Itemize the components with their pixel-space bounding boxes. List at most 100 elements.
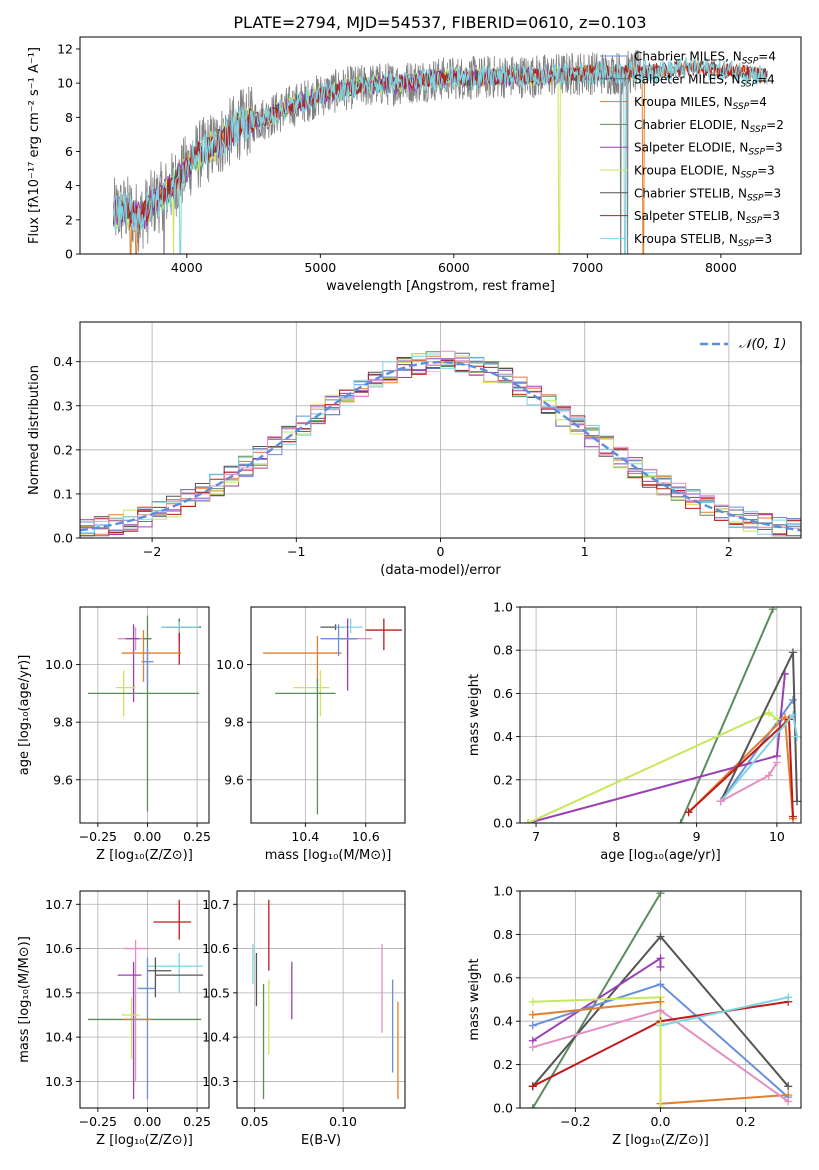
weight-marker — [656, 997, 665, 1006]
panel-mass_vs_EBV: 0.05 0.10 10.3 10.4 10.5 10.6 10.7 E(B-V) — [202, 890, 406, 1148]
plot-area — [252, 899, 399, 1100]
y-tick-label: 9.6 — [224, 772, 244, 787]
plot-area — [87, 615, 202, 812]
y-tick-label: 12 — [57, 41, 73, 56]
x-tick-label: 0 — [437, 544, 445, 559]
x-tick-label: 0.25 — [183, 829, 211, 844]
x-tick-label: 0.2 — [736, 1114, 756, 1129]
weight-marker — [792, 732, 801, 741]
weight-marker — [528, 997, 537, 1006]
weight-line-kroupa_stelib — [660, 996, 789, 1027]
legend: Chabrier MILES, NSSP=4 Salpeter MILES, NS… — [600, 50, 784, 249]
y-tick-label: 0.4 — [53, 354, 73, 369]
y-tick-label: 10.3 — [202, 1074, 230, 1089]
x-tick-label: 0.10 — [329, 1114, 357, 1129]
legend-label: 𝒩(0, 1) — [739, 337, 786, 352]
x-tick-label: 8 — [612, 829, 620, 844]
weight-marker — [528, 1043, 537, 1052]
legend-label: Salpeter STELIB, NSSP=3 — [634, 209, 780, 226]
x-tick-label: −1 — [287, 544, 305, 559]
weight-marker — [656, 954, 665, 963]
legend-label: Chabrier ELODIE, NSSP=2 — [634, 118, 784, 135]
figure-title: PLATE=2794, MJD=54537, FIBERID=0610, z=0… — [233, 13, 646, 32]
x-tick-label: 7000 — [571, 260, 603, 275]
x-tick-label: −0.2 — [560, 1114, 590, 1129]
weight-marker — [656, 962, 665, 971]
plot-area — [80, 350, 801, 537]
weight-marker — [764, 708, 773, 717]
x-tick-label: 8000 — [705, 260, 737, 275]
x-axis-label: E(B-V) — [301, 1133, 341, 1148]
legend-label: Kroupa MILES, NSSP=4 — [634, 95, 767, 112]
x-axis-label: Z [log₁₀(Z/Z⊙)] — [612, 1133, 709, 1148]
y-tick-label: 10.7 — [45, 897, 73, 912]
y-tick-label: 0.0 — [493, 816, 513, 831]
plot-area — [87, 899, 204, 1100]
y-axis-label: Flux [fλ10⁻¹⁷ erg cm⁻² s⁻¹ A⁻¹] — [27, 47, 42, 244]
y-tick-label: 10.7 — [202, 897, 230, 912]
y-tick-label: 8 — [65, 110, 73, 125]
x-tick-label: 10.6 — [352, 829, 380, 844]
y-tick-label: 0.1 — [53, 486, 73, 501]
y-tick-label: 0.0 — [493, 1101, 513, 1116]
weight-marker — [656, 1104, 665, 1108]
y-tick-label: 10.4 — [45, 1030, 73, 1045]
gaussian-curve — [80, 360, 801, 532]
legend-label: Chabrier STELIB, NSSP=3 — [634, 186, 781, 203]
y-tick-label: 0 — [65, 247, 73, 262]
y-tick-label: 10.5 — [45, 985, 73, 1000]
y-tick-label: 0.8 — [493, 643, 513, 658]
weight-line-chabrier_elodie — [679, 608, 774, 823]
x-tick-label: 7 — [532, 829, 540, 844]
panel-weight_vs_age: 7 8 9 10 0.0 0.2 0.4 0.6 0.8 1.0 age [log₁₀(age/yr… — [467, 600, 802, 863]
x-tick-label: 0.0 — [651, 1114, 671, 1129]
y-tick-label: 10.0 — [45, 657, 73, 672]
x-tick-label: 0.00 — [134, 1114, 162, 1129]
panel-spectrum: 4000 5000 6000 7000 8000 0 2 4 6 8 10 12 wavelength … — [27, 36, 802, 294]
y-axis-label: mass weight — [467, 674, 482, 756]
x-tick-label: 6000 — [438, 260, 470, 275]
weight-marker — [676, 819, 685, 823]
panel-residuals: −2 −1 0 1 2 0.0 0.1 0.2 0.3 0.4 (data-model)/error… — [27, 321, 802, 578]
x-tick-label: −2 — [143, 544, 161, 559]
y-axis-label: mass weight — [467, 958, 482, 1040]
weight-marker — [784, 1082, 793, 1091]
weight-marker — [792, 797, 801, 806]
weight-line-chabrier_miles — [719, 699, 794, 802]
y-tick-label: 0.6 — [493, 686, 513, 701]
plot-area — [524, 607, 801, 823]
weight-marker — [656, 980, 665, 989]
y-tick-label: 9.8 — [53, 715, 73, 730]
legend-label: Salpeter MILES, NSSP=4 — [634, 72, 775, 89]
plot-area — [528, 891, 793, 1108]
weight-marker — [772, 715, 781, 724]
y-tick-label: 10.0 — [216, 657, 244, 672]
y-tick-label: 10.3 — [45, 1074, 73, 1089]
panel-weight_vs_Z: −0.2 0.0 0.2 0.0 0.2 0.4 0.6 0.8 1.0 Z [log₁₀(Z/Z… — [467, 884, 802, 1148]
x-tick-label: 0.05 — [241, 1114, 269, 1129]
y-tick-label: 10 — [57, 76, 73, 91]
y-tick-label: 0.4 — [493, 1014, 513, 1029]
axes-frame — [79, 890, 210, 1109]
weight-marker — [656, 932, 665, 941]
y-tick-label: 6 — [65, 144, 73, 159]
y-axis-label: age [log₁₀(age/yr)] — [17, 655, 32, 776]
axes-frame — [79, 606, 210, 824]
weight-marker — [788, 648, 797, 657]
y-tick-label: 10.6 — [45, 941, 73, 956]
x-tick-label: 5000 — [304, 260, 336, 275]
y-tick-label: 4 — [65, 178, 73, 193]
x-tick-label: 4000 — [171, 260, 203, 275]
x-tick-label: 0.25 — [183, 1114, 211, 1129]
weight-marker — [764, 771, 773, 780]
axes-frame — [236, 890, 406, 1109]
weight-marker — [716, 797, 725, 806]
model-spectrum-kroupa_stelib — [112, 56, 768, 254]
y-tick-label: 9.6 — [53, 772, 73, 787]
x-axis-label: mass [log₁₀(M/M⊙)] — [265, 848, 392, 863]
y-tick-label: 0.8 — [493, 927, 513, 942]
weight-line-kroupa_miles — [660, 1094, 789, 1105]
x-axis-label: age [log₁₀(age/yr)] — [600, 848, 721, 863]
x-tick-label: 9 — [693, 829, 701, 844]
